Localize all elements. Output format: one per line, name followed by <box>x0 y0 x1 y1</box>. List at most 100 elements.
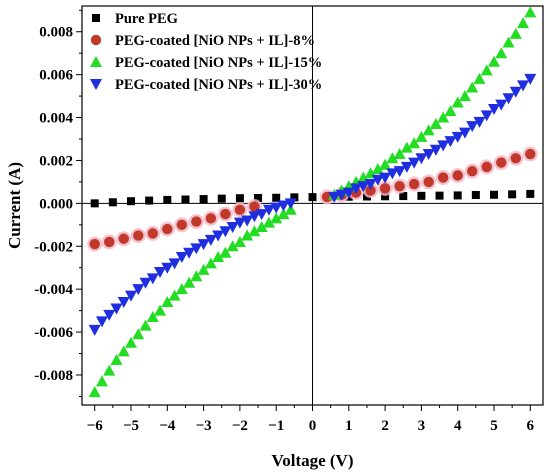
data-point <box>480 110 493 122</box>
x-tick-label: −2 <box>232 418 248 434</box>
data-point <box>386 152 399 164</box>
data-point <box>437 140 450 152</box>
x-tick-label: 4 <box>454 418 462 434</box>
data-point <box>408 157 421 169</box>
data-point <box>357 181 370 193</box>
data-point <box>270 202 283 214</box>
data-point <box>489 190 498 199</box>
data-point <box>197 239 210 251</box>
data-point <box>408 137 421 149</box>
y-tick-label: -0.008 <box>34 368 73 384</box>
data-point <box>495 99 508 111</box>
data-point <box>272 193 281 202</box>
data-point <box>526 189 535 198</box>
x-axis-title: Voltage (V) <box>272 451 354 470</box>
data-point <box>422 124 435 136</box>
data-point <box>262 204 275 216</box>
data-point <box>508 190 517 199</box>
data-point <box>487 55 500 67</box>
data-point <box>127 197 136 206</box>
data-point <box>451 131 464 143</box>
data-point <box>415 130 428 142</box>
data-point <box>139 277 152 289</box>
data-point <box>95 316 108 328</box>
data-point <box>451 96 464 108</box>
data-point <box>386 168 399 180</box>
data-point <box>233 235 246 247</box>
x-tick-label: −1 <box>268 418 284 434</box>
data-point <box>175 283 188 295</box>
data-point <box>88 386 101 398</box>
data-point <box>175 251 188 263</box>
legend-marker <box>90 34 102 46</box>
data-point <box>277 200 290 212</box>
data-point <box>117 345 130 357</box>
x-tick-label: −5 <box>123 418 139 434</box>
data-point <box>191 216 202 227</box>
data-point <box>415 153 428 165</box>
data-point <box>524 6 537 18</box>
data-point <box>212 230 225 242</box>
data-point <box>437 172 449 183</box>
y-tick-label: -0.004 <box>34 282 73 298</box>
x-tick-label: −3 <box>196 418 212 434</box>
data-point <box>220 208 231 220</box>
legend-entry-2: PEG-coated [NiO NPs + IL]-8% <box>90 33 315 49</box>
axis-ticks: −6 −5 −4 −3 −2 −1 0 1 2 3 4 5 6 -0.008 -0.006 -0.004 -0.… <box>34 9 535 434</box>
data-point <box>509 27 522 39</box>
data-point <box>199 195 208 204</box>
data-point <box>393 166 406 178</box>
x-tick-label: −6 <box>87 418 104 434</box>
data-point <box>103 364 116 376</box>
legend-label: PEG-coated [NiO NPs + IL]-30% <box>115 77 322 93</box>
data-point <box>241 215 254 227</box>
y-tick-label: 0.008 <box>39 25 73 41</box>
y-tick-label: -0.006 <box>34 325 73 341</box>
data-point <box>290 193 299 202</box>
data-point <box>408 178 420 190</box>
data-point <box>103 309 116 321</box>
x-tick-label: 3 <box>418 418 426 434</box>
data-point <box>458 90 471 102</box>
data-point <box>197 263 210 275</box>
data-point <box>517 80 530 92</box>
data-point <box>176 219 188 231</box>
data-point <box>248 225 261 237</box>
y-tick-label: 0.002 <box>39 153 73 169</box>
data-point <box>371 174 384 186</box>
data-point <box>308 193 317 202</box>
data-point <box>183 247 196 259</box>
data-point <box>234 204 246 215</box>
data-point <box>277 208 290 220</box>
data-point <box>381 192 390 201</box>
data-point <box>452 170 463 181</box>
data-point <box>262 216 275 228</box>
data-point <box>473 72 486 84</box>
data-point <box>163 195 172 204</box>
data-point <box>154 304 167 316</box>
data-point <box>328 191 341 203</box>
data-point <box>162 223 173 235</box>
x-tick-label: 0 <box>309 418 317 434</box>
data-point <box>132 284 145 296</box>
data-point <box>133 230 144 241</box>
data-point <box>204 257 217 269</box>
y-axis-title: Current (A) <box>5 162 24 249</box>
data-point <box>437 111 450 123</box>
data-point <box>444 105 457 117</box>
data-point <box>502 36 515 48</box>
y-tick-label: 0.004 <box>39 111 73 127</box>
data-point <box>371 163 384 175</box>
data-point <box>125 290 138 302</box>
data-point <box>89 238 100 250</box>
x-tick-label: 6 <box>527 418 535 434</box>
data-point <box>487 103 500 115</box>
data-point <box>118 233 129 244</box>
data-point <box>400 141 413 153</box>
data-point <box>379 158 392 170</box>
data-point <box>480 64 493 76</box>
data-point <box>393 148 406 160</box>
data-point <box>168 258 181 270</box>
